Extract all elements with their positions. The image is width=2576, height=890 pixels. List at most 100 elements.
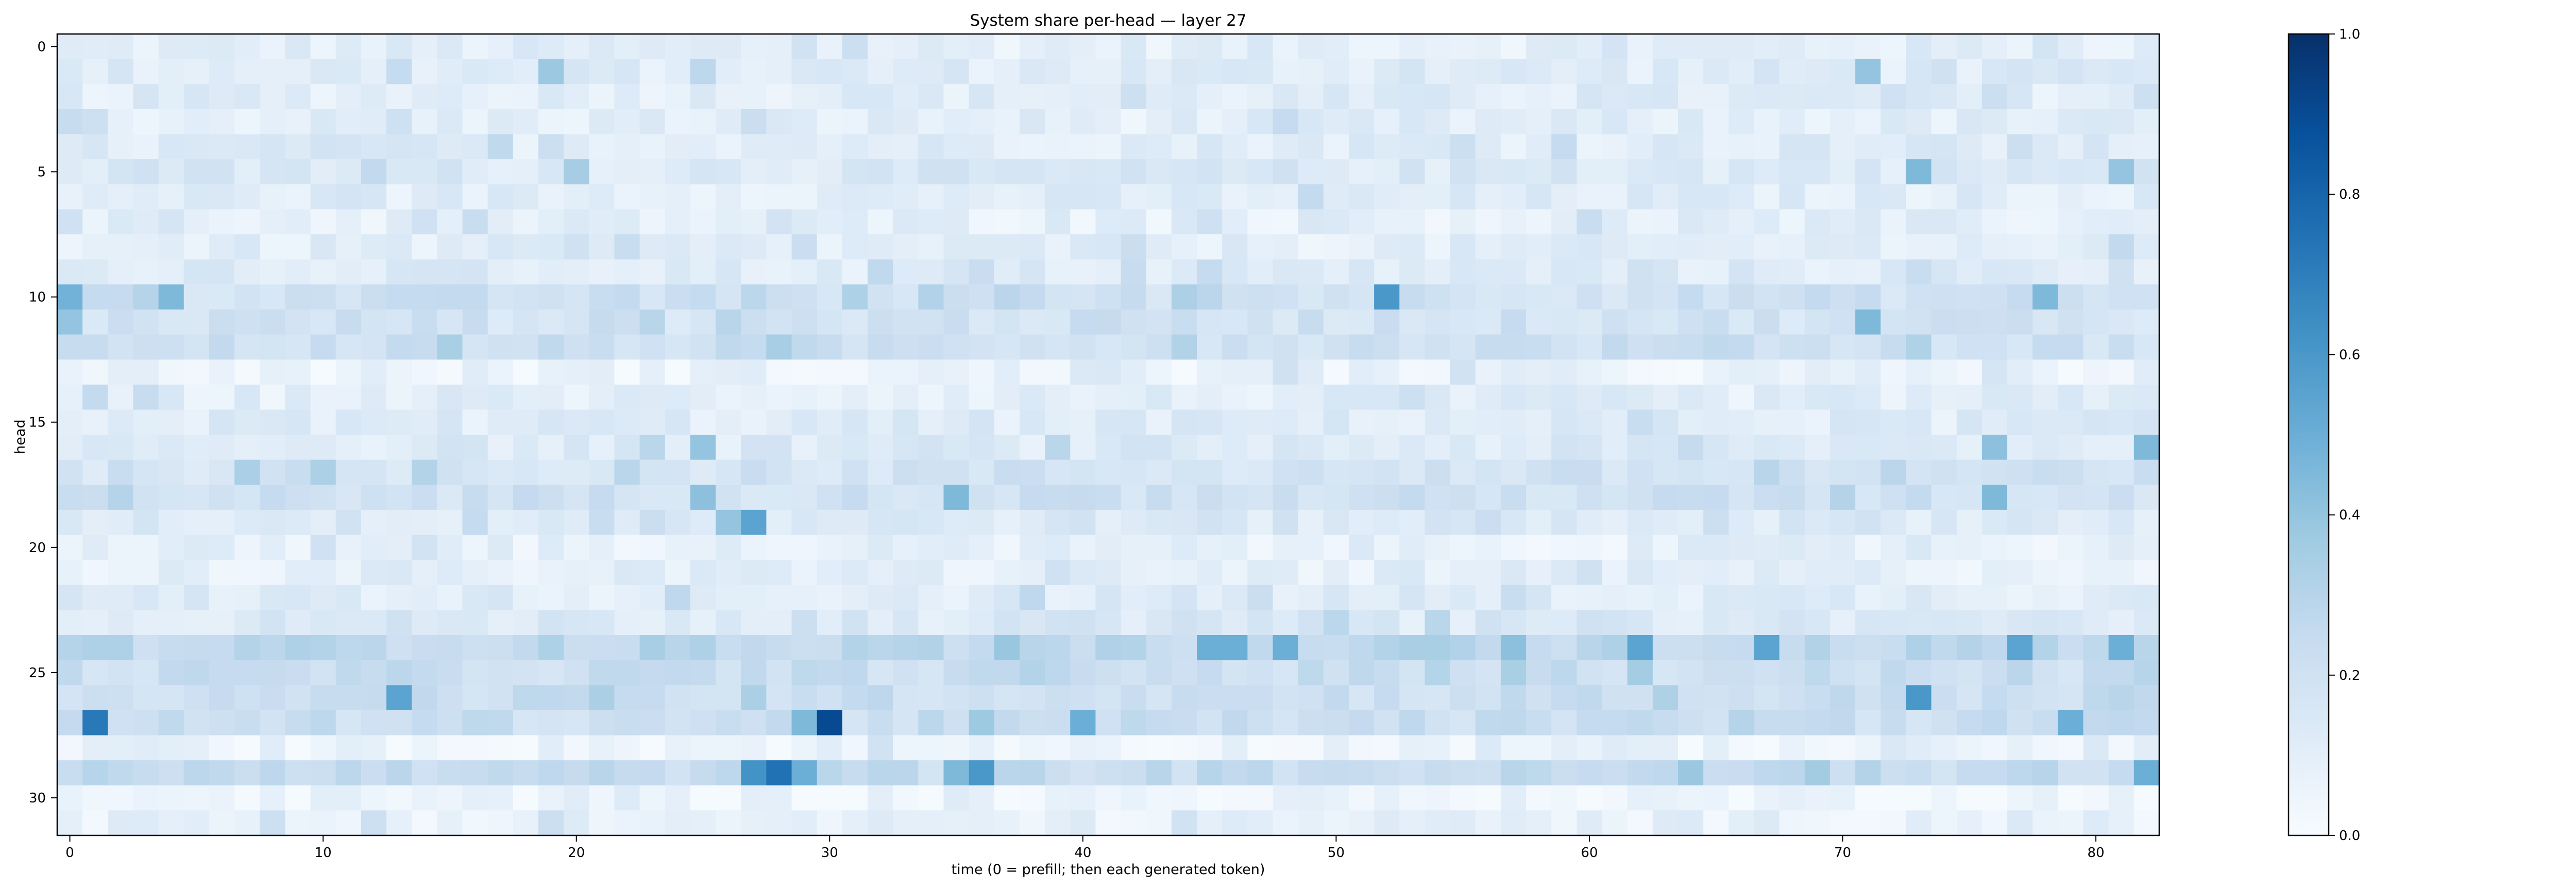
heatmap-cell — [260, 209, 286, 235]
heatmap-cell — [741, 384, 767, 410]
heatmap-cell — [1678, 309, 1704, 335]
heatmap-cell — [1703, 785, 1729, 811]
heatmap-cell — [487, 259, 514, 285]
heatmap-cell — [234, 134, 260, 160]
heatmap-cell — [234, 360, 260, 385]
heatmap-cell — [1298, 810, 1324, 836]
heatmap-cell — [1931, 810, 1957, 836]
heatmap-cell — [1247, 109, 1274, 135]
heatmap-cell — [310, 560, 336, 586]
heatmap-cell — [1500, 635, 1527, 661]
heatmap-cell — [2083, 109, 2109, 135]
heatmap-cell — [1019, 159, 1045, 185]
heatmap-cell — [969, 34, 995, 60]
heatmap-cell — [1678, 234, 1704, 260]
heatmap-cell — [589, 409, 615, 435]
heatmap-cell — [943, 84, 970, 110]
heatmap-cell — [943, 535, 970, 560]
heatmap-cell — [614, 660, 640, 686]
heatmap-cell — [2058, 109, 2084, 135]
heatmap-cell — [158, 635, 184, 661]
heatmap-cell — [1754, 334, 1780, 360]
heatmap-cell — [2058, 785, 2084, 811]
heatmap-cell — [2058, 560, 2084, 586]
heatmap-cell — [817, 435, 843, 460]
heatmap-cell — [82, 685, 108, 711]
heatmap-cell — [1754, 585, 1780, 610]
heatmap-cell — [1475, 209, 1501, 235]
heatmap-cell — [868, 685, 893, 711]
heatmap-cell — [1906, 735, 1932, 761]
heatmap-cell — [1728, 560, 1755, 586]
heatmap-cell — [1247, 610, 1274, 636]
heatmap-cell — [842, 360, 868, 385]
heatmap-cell — [285, 184, 311, 210]
heatmap-cell — [1450, 810, 1476, 836]
heatmap-cell — [1880, 309, 1907, 335]
heatmap-cell — [2058, 509, 2084, 536]
heatmap-cell — [1678, 134, 1704, 160]
heatmap-cell — [1070, 409, 1096, 435]
heatmap-cell — [1526, 334, 1552, 360]
heatmap-cell — [1956, 234, 1982, 260]
heatmap-cell — [2058, 209, 2084, 235]
heatmap-cell — [1804, 384, 1831, 410]
heatmap-cell — [943, 785, 970, 811]
heatmap-cell — [2058, 284, 2084, 310]
heatmap-cell — [285, 560, 311, 586]
heatmap-cell — [1222, 459, 1248, 485]
heatmap-cell — [1222, 585, 1248, 610]
heatmap-cell — [1146, 610, 1172, 636]
heatmap-cell — [437, 435, 463, 460]
heatmap-cell — [335, 209, 362, 235]
heatmap-cell — [1298, 159, 1324, 185]
heatmap-cell — [487, 360, 514, 385]
heatmap-cell — [1425, 459, 1451, 485]
heatmap-cell — [614, 159, 640, 185]
heatmap-cell — [2032, 635, 2058, 661]
heatmap-cell — [842, 259, 868, 285]
heatmap-cell — [412, 209, 437, 235]
heatmap-cell — [1019, 259, 1045, 285]
heatmap-cell — [2007, 435, 2033, 460]
heatmap-cell — [1095, 184, 1122, 210]
heatmap-cell — [1652, 585, 1679, 610]
heatmap-cell — [260, 134, 286, 160]
heatmap-cell — [487, 509, 514, 536]
heatmap-cell — [361, 760, 387, 786]
heatmap-cell — [82, 459, 108, 485]
heatmap-cell — [1754, 535, 1780, 560]
heatmap-cell — [513, 409, 539, 435]
heatmap-cell — [564, 610, 589, 636]
heatmap-cell — [1577, 635, 1603, 661]
heatmap-cell — [994, 635, 1020, 661]
heatmap-cell — [1095, 610, 1122, 636]
heatmap-cell — [1728, 409, 1755, 435]
heatmap-cell — [1500, 234, 1527, 260]
heatmap-cell — [1070, 560, 1096, 586]
heatmap-cell — [1627, 334, 1653, 360]
heatmap-cell — [1627, 84, 1653, 110]
heatmap-cell — [1273, 635, 1299, 661]
heatmap-cell — [1728, 535, 1755, 560]
heatmap-cell — [57, 34, 83, 60]
heatmap-cell — [766, 535, 792, 560]
heatmap-cell — [158, 760, 184, 786]
heatmap-cell — [1678, 284, 1704, 310]
heatmap-cell — [1146, 710, 1172, 736]
heatmap-cell — [1121, 509, 1147, 536]
heatmap-cell — [665, 610, 691, 636]
heatmap-cell — [57, 309, 83, 335]
heatmap-cell — [513, 159, 539, 185]
heatmap-cell — [614, 234, 640, 260]
heatmap-cell — [1652, 159, 1679, 185]
heatmap-cell — [1931, 184, 1957, 210]
heatmap-cell — [817, 334, 843, 360]
heatmap-cell — [1678, 59, 1704, 84]
heatmap-cell — [1906, 84, 1932, 110]
heatmap-cell — [842, 309, 868, 335]
heatmap-cell — [82, 760, 108, 786]
heatmap-cell — [1754, 59, 1780, 84]
heatmap-cell — [1298, 334, 1324, 360]
heatmap-cell — [1804, 459, 1831, 485]
